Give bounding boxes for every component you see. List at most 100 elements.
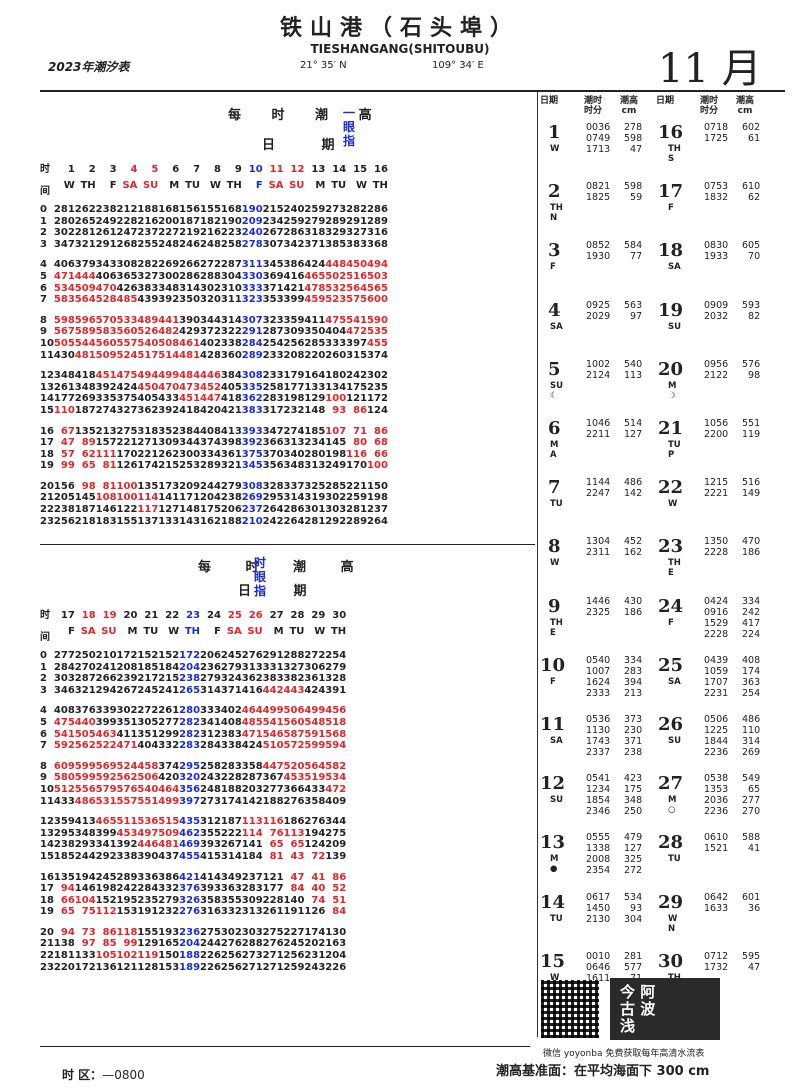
tide-height: 332	[158, 740, 180, 752]
tide-height: 450	[346, 259, 368, 271]
tide-height: 288	[241, 938, 263, 950]
tide-height: 596	[74, 314, 96, 326]
tide-height: 164	[304, 370, 326, 382]
hour-row: 4 408 376 339 302 272 261 280 333 402 464 499 506 499…	[40, 696, 346, 717]
tide-height: 510	[262, 740, 284, 752]
tide-height: 150	[158, 950, 180, 962]
tide-height: 340	[283, 448, 305, 460]
tide-height: 560	[283, 716, 305, 728]
tide-height: 190	[220, 215, 242, 227]
tide-height: 308	[116, 259, 138, 271]
tide-height: 310	[220, 282, 242, 294]
tide-height: 265	[179, 684, 201, 696]
hour-row: 6 541 505 463 411 351 299 282 312 383 471 546 587 591…	[40, 729, 346, 741]
tide-height: 418	[74, 370, 96, 382]
weekday: SU	[247, 626, 263, 637]
tide-height: 287	[220, 259, 242, 271]
tide-height: 216	[200, 227, 221, 239]
tide-height: 231	[304, 950, 326, 962]
tide-height: 275	[262, 926, 284, 938]
day-number: 4	[130, 164, 138, 176]
hour-label: 19	[40, 460, 54, 472]
day-number: 16	[658, 122, 684, 143]
tide-height: 313	[283, 437, 305, 449]
day-number: 8	[213, 164, 221, 176]
tide-height: 271	[262, 961, 284, 973]
tide-height: 215	[158, 673, 180, 685]
tide-times: 0718 1725	[704, 122, 729, 144]
tide-height: 609	[53, 760, 75, 772]
tide-height: 568	[325, 728, 347, 740]
hour-row: 2 303 287 266 239 217 215 238 279 324 362 383 382 361…	[40, 673, 346, 685]
tide-height: 135	[53, 871, 75, 883]
weekday: SU	[289, 180, 305, 191]
tide-heights: 598 59	[624, 181, 643, 204]
tide-height: 362	[241, 673, 263, 685]
tide-height: 183	[95, 515, 117, 527]
tide-height: 236	[179, 926, 201, 938]
tide-heights: 278 598 47	[624, 122, 643, 155]
hour-row: 7 592 562 522 471 404 332 283 284 338 424 510 572 599…	[40, 740, 346, 752]
weekday: TH	[372, 180, 388, 191]
tide-height: 170	[346, 460, 368, 472]
hour-label-bottom: 间	[40, 632, 50, 644]
weekday-marker: M A	[550, 440, 559, 460]
tide-times: 1056 2200	[704, 418, 729, 440]
hour-row: 13 295 348 399 453 497 509 462 355 222 114 76 113 194…	[40, 828, 346, 840]
tide-heights: 610 62	[742, 181, 761, 204]
hour-label: 20	[40, 926, 54, 938]
tide-height: 506	[137, 772, 159, 784]
tide-height: 198	[95, 883, 117, 895]
tide-height: 442	[262, 684, 284, 696]
tide-height: 135	[74, 425, 96, 437]
hour-row: 10 505 544 560 557 540 508 461 402 338 284 254 256 28…	[40, 338, 388, 350]
tide-height: 560	[116, 326, 138, 338]
tide-height: 276	[220, 938, 242, 950]
weekday-marker: SU	[550, 795, 564, 806]
hour-label: 8	[40, 314, 47, 326]
tide-height: 509	[74, 282, 96, 294]
tide-height: 289	[200, 460, 221, 472]
tide-height: 413	[220, 425, 242, 437]
weekday: SU	[142, 180, 159, 191]
tide-height: 390	[137, 850, 159, 862]
tide-height: 327	[116, 404, 138, 416]
tide-height: 254	[262, 337, 284, 349]
hour-row: 23 256 218 183 155 137 133 143 162 188 210 242 264 28…	[40, 516, 388, 528]
tide-height: 247	[116, 227, 138, 239]
tide-height: 269	[241, 492, 263, 504]
tide-height: 181	[53, 950, 75, 962]
tide-height: 130	[325, 926, 347, 938]
tide-height: 533	[116, 314, 138, 326]
tide-height: 129	[137, 938, 159, 950]
tide-height: 371	[304, 238, 326, 250]
tide-height: 269	[74, 393, 96, 405]
tide-times: 0909 2032	[704, 299, 729, 322]
tide-height: 128	[137, 961, 159, 973]
tide-height: 583	[95, 326, 117, 338]
tide-height: 304	[220, 270, 242, 282]
tide-height: 213	[95, 425, 117, 437]
tide-height: 143	[179, 515, 201, 527]
tide-height: 105	[95, 950, 117, 962]
weekday-marker: SA	[550, 321, 563, 332]
tide-height: 119	[137, 950, 159, 962]
hour-label: 0	[40, 204, 47, 215]
tide-times: 0712 1732	[704, 950, 729, 973]
weekday-marker: M ○	[668, 795, 677, 816]
tide-height: 281	[74, 227, 96, 239]
weekday-marker: TH S	[668, 144, 681, 164]
tide-height: 221	[346, 480, 368, 492]
side-column-header: 日期	[656, 96, 675, 106]
tide-height: 366	[283, 783, 305, 795]
hour-label: 23	[40, 515, 54, 527]
day-number: 21	[144, 610, 159, 622]
hour-row: 20 94 73 86 118 155 193 236 275 302 303 275 227 174 13…	[40, 918, 346, 939]
day-number: 7	[193, 164, 201, 176]
weekday-marker: W	[550, 558, 560, 569]
tide-height: 187	[74, 504, 96, 516]
tide-height: 66	[374, 448, 388, 460]
hour-row: 17 94 146 198 242 284 332 376 393 363 283 177 84 40 52	[40, 883, 346, 895]
weekday-marker: F	[550, 676, 556, 687]
tide-height: 288	[283, 650, 305, 661]
